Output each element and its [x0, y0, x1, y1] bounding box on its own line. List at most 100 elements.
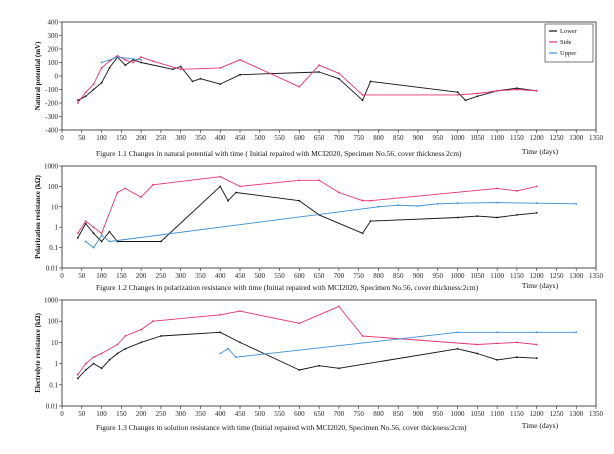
data-point-side: [92, 226, 95, 229]
data-point-side: [516, 190, 518, 192]
data-point-lower: [100, 240, 103, 243]
data-point-lower: [124, 347, 127, 350]
data-point-lower: [100, 81, 103, 84]
data-point-upper: [535, 202, 538, 205]
y-axis-label: Natural potential (mV): [34, 41, 42, 110]
x-axis-label: Time (days): [522, 147, 559, 156]
data-point-lower: [76, 237, 79, 239]
data-point-lower: [496, 216, 498, 219]
data-point-lower: [108, 359, 111, 361]
data-point-upper: [417, 205, 419, 207]
y-tick-label: 10: [51, 339, 59, 347]
x-tick-label: 550: [274, 410, 285, 418]
x-tick-label: 1350: [589, 410, 604, 418]
x-tick-label: 1050: [470, 134, 485, 142]
data-point-side: [239, 185, 241, 188]
data-point-side: [338, 305, 340, 308]
x-tick-label: 400: [215, 410, 226, 418]
data-point-lower: [318, 71, 320, 73]
chart-panel-3: 1000 100 10 1 0.1 0.010 50 100 150 200 250 300 350 40…: [34, 297, 604, 433]
x-tick-label: 1150: [510, 134, 524, 142]
data-point-upper: [456, 331, 459, 334]
data-point-lower: [318, 364, 320, 367]
data-point-lower: [76, 99, 79, 102]
data-point-upper: [397, 204, 400, 207]
x-tick-label: 800: [373, 410, 384, 418]
x-tick-label: 1200: [530, 410, 545, 418]
data-point-lower: [516, 214, 518, 216]
x-tick-label: 0: [60, 134, 64, 142]
data-point-side: [100, 232, 103, 235]
data-point-lower: [361, 99, 364, 102]
x-tick-label: 300: [175, 272, 186, 280]
data-point-upper: [100, 61, 103, 64]
data-point-lower: [140, 341, 143, 344]
data-point-lower: [92, 88, 95, 91]
data-point-lower: [84, 222, 87, 225]
data-point-side: [84, 220, 87, 223]
data-point-side: [152, 320, 154, 323]
x-tick-label: 1000: [451, 134, 466, 142]
series-line-upper: [219, 331, 577, 358]
x-tick-label: 1150: [510, 272, 524, 280]
data-point-lower: [361, 232, 364, 235]
data-point-lower: [535, 357, 538, 360]
x-tick-label: 50: [78, 410, 86, 418]
x-tick-label: 1200: [530, 134, 545, 142]
data-point-upper: [92, 246, 95, 249]
figure-caption: Figure 1.3 Changes in solution resistanc…: [96, 423, 467, 432]
x-tick-label: 700: [334, 410, 345, 418]
data-point-side: [92, 83, 95, 85]
data-point-lower: [191, 80, 194, 83]
x-tick-label: 0: [60, 272, 64, 280]
data-point-lower: [298, 199, 301, 202]
data-point-side: [219, 313, 222, 316]
x-tick-label: 650: [314, 410, 325, 418]
x-tick-label: 300: [175, 134, 186, 142]
x-tick-label: 800: [373, 272, 384, 280]
x-tick-label: 50: [78, 272, 86, 280]
legend-box: [544, 23, 594, 63]
data-point-lower: [160, 240, 162, 243]
x-tick-label: 250: [156, 134, 167, 142]
plot-frame: [61, 299, 597, 407]
x-tick-label: 650: [314, 134, 325, 142]
data-point-lower: [92, 232, 95, 235]
data-point-side: [152, 183, 154, 186]
x-tick-label: 350: [195, 410, 206, 418]
x-tick-label: 1200: [530, 272, 545, 280]
data-point-lower: [298, 369, 301, 371]
data-point-side: [535, 185, 538, 188]
data-point-lower: [108, 67, 111, 69]
x-tick-label: 600: [294, 272, 305, 280]
data-point-lower: [76, 377, 79, 380]
data-point-upper: [535, 331, 538, 334]
data-point-side: [476, 92, 479, 95]
x-tick-label: 100: [96, 134, 107, 142]
data-point-upper: [436, 202, 439, 205]
x-tick-label: 1100: [490, 272, 504, 280]
y-tick-label: -200: [45, 100, 58, 108]
x-tick-label: 100: [96, 410, 107, 418]
series-line-upper: [85, 202, 577, 249]
x-tick-label: 850: [393, 134, 404, 142]
data-point-lower: [92, 362, 95, 365]
data-point-side: [108, 60, 111, 63]
x-tick-label: 1050: [470, 410, 485, 418]
x-tick-label: 1000: [451, 410, 466, 418]
data-point-side: [140, 56, 143, 58]
x-tick-label: 550: [274, 134, 285, 142]
data-point-side: [361, 199, 364, 202]
x-tick-label: 900: [413, 410, 424, 418]
x-tick-label: 550: [274, 272, 285, 280]
data-point-lower: [219, 331, 222, 334]
data-point-side: [239, 310, 241, 312]
x-tick-label: 500: [255, 410, 266, 418]
x-tick-label: 0: [60, 410, 64, 418]
y-tick-label: 100: [48, 59, 59, 67]
x-tick-label: 450: [235, 134, 246, 142]
data-point-side: [318, 64, 320, 67]
x-tick-label: 1150: [510, 410, 524, 418]
data-point-lower: [476, 95, 479, 98]
